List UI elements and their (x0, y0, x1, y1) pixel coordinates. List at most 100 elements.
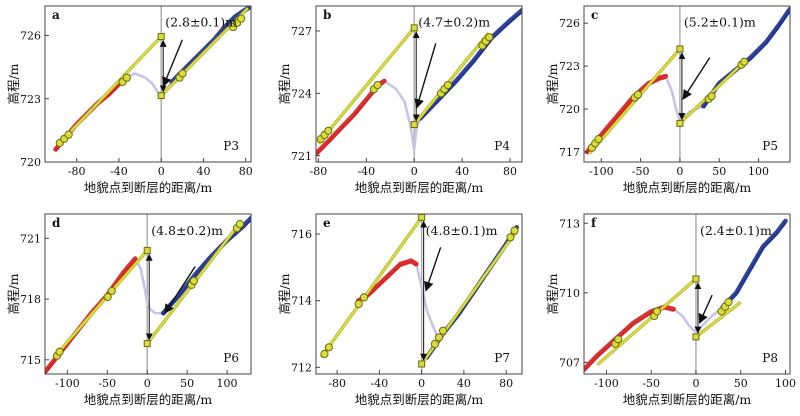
fault-marker (676, 45, 684, 53)
lower-fit-line (695, 301, 742, 338)
right-profile-line (701, 6, 790, 109)
y-axis-label: 高程/m (277, 63, 292, 104)
x-tick-label: 0 (144, 377, 151, 390)
y-tick-label: 712 (291, 361, 312, 374)
plot-frame (315, 213, 523, 375)
x-tick-label: 0 (158, 165, 165, 178)
profile-marker (434, 333, 444, 342)
x-axis-label: 地貌点到断层的距离/m (84, 180, 213, 195)
y-tick-label: 723 (20, 93, 41, 106)
offset-label: (4.8±0.1)m (426, 223, 498, 238)
pointer-arrow (698, 294, 713, 324)
x-axis-label: 地貌点到断层的距离/m (84, 392, 213, 407)
x-tick-label: 80 (503, 165, 517, 178)
y-tick-label: 726 (559, 17, 580, 30)
x-tick-label: -100 (589, 165, 614, 178)
x-tick-label: 40 (196, 165, 210, 178)
y-tick-label: 721 (291, 150, 312, 163)
y-tick-label: 727 (291, 25, 312, 38)
y-axis-label: 高程/m (545, 273, 560, 314)
panel-letter: e (323, 216, 331, 230)
x-tick-label: 100 (748, 165, 769, 178)
right-profile-line (417, 7, 522, 121)
fault-marker (410, 24, 418, 32)
panel-f: (2.4±0.1)m -100 -50 0 50 100 707 710 713 f P8 地貌点到断… (545, 213, 796, 407)
fault-marker (157, 92, 165, 100)
left-profile-line (356, 258, 419, 303)
profile-marker (359, 293, 369, 302)
y-tick-label: 707 (559, 356, 580, 369)
profile-marker (235, 220, 245, 229)
profile-marker (122, 73, 131, 82)
upper-fit-line (54, 249, 149, 357)
x-tick-label: -80 (310, 165, 328, 178)
plot-area (45, 214, 251, 374)
x-tick-label: 0 (676, 165, 683, 178)
profile-marker (64, 130, 73, 139)
x-tick-label: -80 (68, 165, 86, 178)
profile-marker (430, 339, 439, 349)
y-tick-label: 723 (559, 60, 580, 73)
fault-marker (692, 275, 700, 283)
fault-marker (410, 121, 418, 129)
panel-a: (2.8±0.1)m -80 -40 0 40 80 720 723 726 a P3 地貌点到断层的… (6, 5, 253, 195)
plot-frame (315, 5, 523, 163)
panel-letter: b (323, 8, 331, 22)
plot-area (584, 214, 788, 374)
upper-fit-line (596, 278, 697, 366)
panel-letter: c (591, 8, 598, 22)
profile-marker (55, 347, 64, 356)
x-tick-label: 0 (418, 377, 425, 390)
y-tick-label: 720 (559, 103, 580, 116)
panel-b: (4.7±0.2)m -80 -40 0 40 80 721 724 727 b P4 地貌点到断层的… (277, 5, 523, 195)
profile-marker (438, 326, 448, 335)
profile-name: P5 (762, 139, 778, 153)
y-axis-label: 高程/m (6, 63, 21, 104)
x-tick-label: 50 (734, 377, 748, 390)
pointer-arrow (682, 57, 711, 100)
y-tick-label: 716 (291, 228, 312, 241)
panel-d: (4.8±0.2)m -100 -50 0 50 100 715 718 721 d P6 地貌点到断… (6, 213, 252, 407)
profile-marker (237, 14, 246, 23)
x-tick-label: 80 (499, 377, 513, 390)
profile-marker (707, 92, 716, 101)
plot-area (53, 6, 251, 162)
x-axis-label: 地貌点到断层的距离/m (623, 180, 752, 195)
profile-marker (740, 57, 749, 66)
y-axis-label: 高程/m (277, 273, 292, 314)
plot-area (319, 214, 519, 374)
y-tick-label: 720 (20, 156, 41, 169)
profile-marker (510, 226, 519, 235)
x-tick-label: -40 (357, 165, 375, 178)
right-profile-line-shadow (722, 222, 787, 310)
profile-marker (633, 90, 643, 99)
fault-marker (418, 360, 426, 368)
x-tick-label: 100 (217, 377, 238, 390)
profile-name: P4 (494, 139, 510, 153)
lower-fit-line (413, 32, 490, 126)
left-profile-line-shadow (316, 82, 385, 157)
profile-marker (594, 135, 603, 144)
profile-marker (178, 69, 187, 78)
profile-marker (324, 126, 333, 135)
fault-marker (143, 246, 151, 254)
y-tick-label: 714 (291, 295, 312, 308)
x-tick-label: 40 (457, 377, 471, 390)
profile-marker (443, 80, 452, 90)
profile-marker (506, 233, 515, 242)
x-tick-label: -100 (55, 377, 80, 390)
y-tick-label: 713 (559, 217, 580, 230)
gap-profile-line (664, 75, 704, 122)
x-tick-label: 0 (411, 165, 418, 178)
left-profile-line-shadow (584, 307, 674, 373)
fault-marker (143, 340, 151, 348)
plot-frame (583, 5, 791, 163)
x-tick-label: -100 (594, 377, 619, 390)
y-tick-label: 718 (20, 293, 41, 306)
plot-area (316, 6, 522, 162)
y-tick-label: 717 (559, 146, 580, 159)
x-tick-label: -80 (328, 377, 346, 390)
y-tick-label: 726 (20, 30, 41, 43)
x-tick-label: -40 (110, 165, 128, 178)
